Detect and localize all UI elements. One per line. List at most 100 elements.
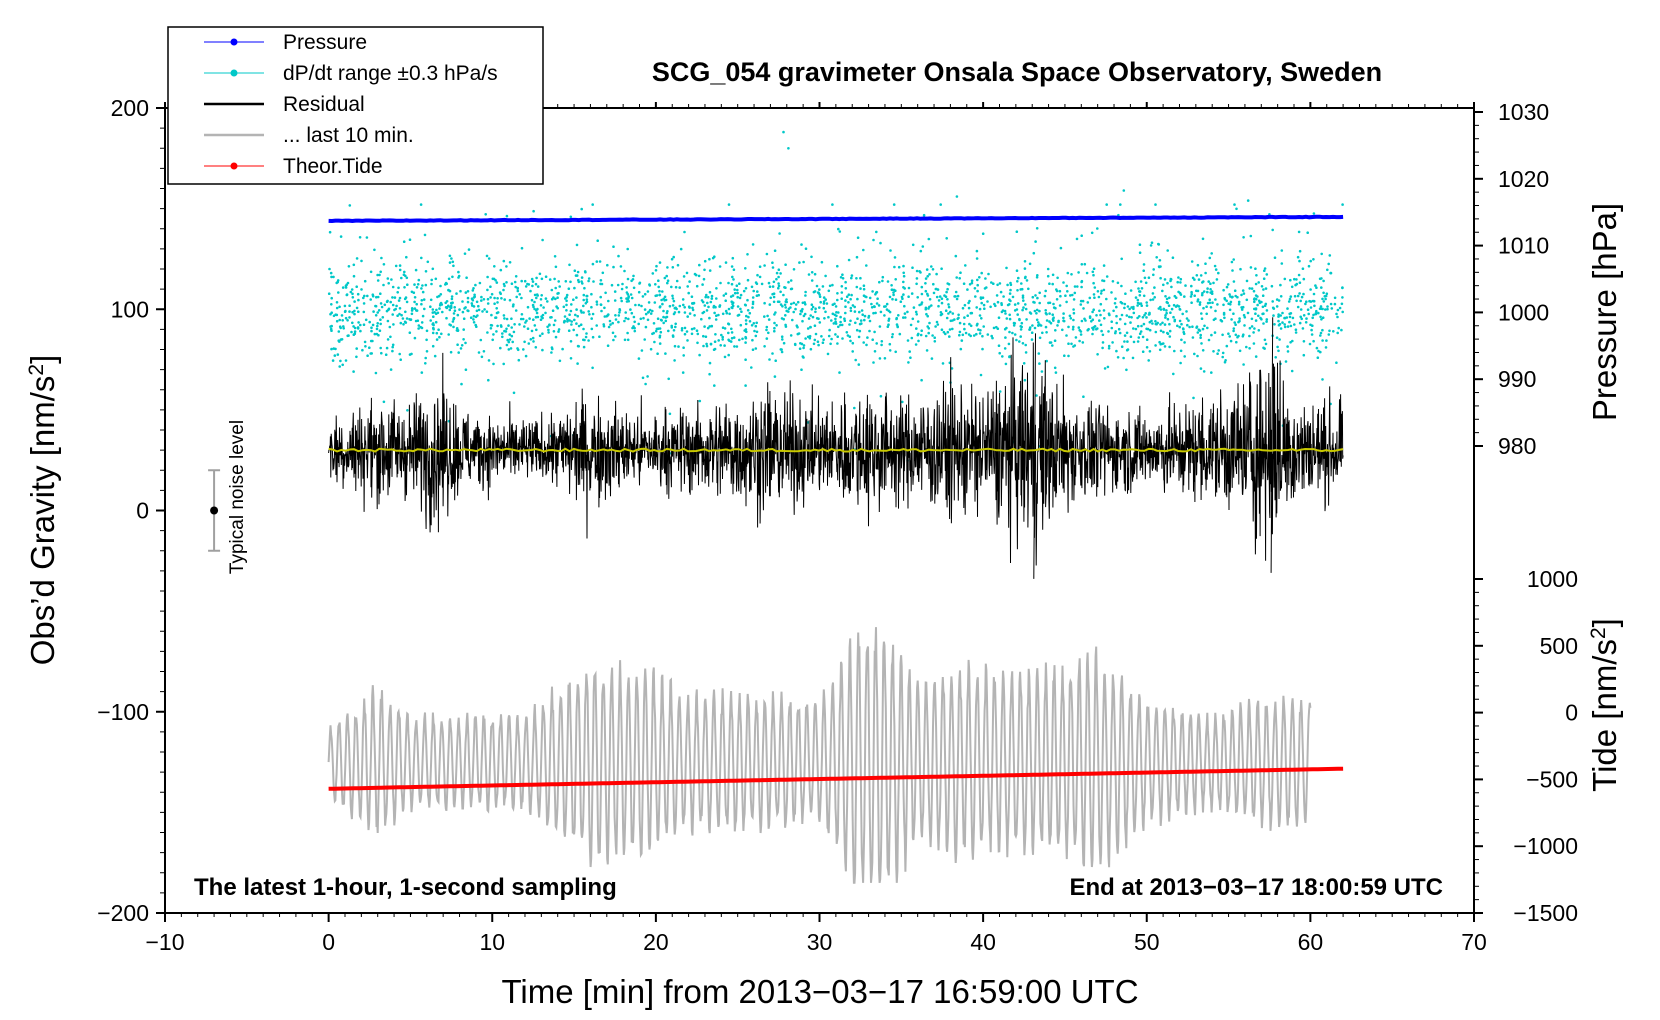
dpdt-point xyxy=(592,280,595,283)
dpdt-point xyxy=(527,283,531,286)
dpdt-point xyxy=(1086,328,1089,332)
dpdt-point xyxy=(708,316,711,320)
dpdt-point xyxy=(352,274,356,278)
dpdt-point xyxy=(596,239,599,242)
dpdt-point xyxy=(785,309,788,313)
dpdt-point xyxy=(478,281,482,285)
dpdt-point xyxy=(379,346,383,350)
dpdt-point xyxy=(838,230,842,233)
dpdt-point xyxy=(668,304,672,308)
dpdt-point xyxy=(489,323,493,327)
dpdt-point xyxy=(862,284,866,288)
dpdt-point xyxy=(673,359,676,362)
dpdt-point xyxy=(631,278,635,281)
dpdt-point xyxy=(621,282,624,286)
dpdt-point xyxy=(1120,345,1124,349)
dpdt-point xyxy=(434,320,438,324)
dpdt-point xyxy=(453,309,457,313)
dpdt-point xyxy=(495,330,498,333)
dpdt-point xyxy=(581,282,584,285)
dpdt-point xyxy=(857,335,861,339)
dpdt-point xyxy=(691,306,694,310)
dpdt-point xyxy=(981,334,984,338)
dpdt-point xyxy=(1041,331,1044,335)
dpdt-point xyxy=(430,278,434,282)
dpdt-point xyxy=(1132,307,1135,311)
dpdt-point xyxy=(916,296,919,299)
dpdt-point xyxy=(1278,322,1282,326)
dpdt-point xyxy=(827,334,831,338)
dpdt-point xyxy=(1178,325,1181,329)
dpdt-point xyxy=(1250,325,1254,328)
dpdt-point xyxy=(575,274,579,277)
dpdt-point xyxy=(389,335,392,339)
dpdt-point xyxy=(713,347,717,351)
dpdt-point xyxy=(886,280,890,283)
dpdt-point xyxy=(632,286,636,290)
dpdt-point xyxy=(1051,273,1055,277)
dpdt-point xyxy=(818,295,822,299)
dpdt-point xyxy=(910,336,914,340)
dpdt-point xyxy=(1021,296,1025,299)
dpdt-point xyxy=(888,342,892,346)
dpdt-point xyxy=(1035,312,1038,315)
dpdt-point xyxy=(701,283,704,286)
dpdt-point xyxy=(1015,269,1019,273)
dpdt-point xyxy=(358,236,362,239)
dpdt-point xyxy=(966,288,969,291)
dpdt-point xyxy=(1178,291,1182,295)
dpdt-point xyxy=(1073,285,1077,288)
dpdt-point xyxy=(1264,342,1268,346)
dpdt-point xyxy=(663,299,666,302)
dpdt-point xyxy=(1291,316,1295,320)
dpdt-point xyxy=(500,325,503,328)
dpdt-point xyxy=(1289,341,1292,344)
dpdt-point xyxy=(924,306,928,310)
dpdt-point xyxy=(1052,306,1056,309)
chart-title: SCG_054 gravimeter Onsala Space Observat… xyxy=(652,57,1382,87)
dpdt-point xyxy=(1322,279,1325,283)
dpdt-point xyxy=(683,332,687,336)
dpdt-point xyxy=(1099,313,1102,317)
dpdt-point xyxy=(1096,227,1099,230)
dpdt-point xyxy=(804,294,807,297)
dpdt-point xyxy=(612,338,615,342)
dpdt-point xyxy=(813,272,817,276)
dpdt-point xyxy=(1086,301,1090,304)
dpdt-point xyxy=(1083,262,1087,266)
dpdt-point xyxy=(575,296,578,299)
dpdt-point xyxy=(690,332,694,336)
dpdt-point xyxy=(681,298,685,301)
dpdt-point xyxy=(591,262,595,266)
dpdt-point xyxy=(405,317,409,320)
dpdt-point xyxy=(1035,227,1039,230)
dpdt-point xyxy=(698,353,701,357)
dpdt-point xyxy=(339,359,342,363)
dpdt-point xyxy=(872,305,876,308)
dpdt-point xyxy=(836,342,839,345)
dpdt-point xyxy=(1289,278,1292,282)
dpdt-point xyxy=(510,317,513,321)
dpdt-point xyxy=(1049,341,1053,344)
dpdt-point xyxy=(536,307,539,311)
dpdt-point xyxy=(535,276,538,280)
dpdt-point xyxy=(641,376,645,380)
dpdt-point xyxy=(327,292,331,296)
dpdt-point xyxy=(758,265,762,269)
dpdt-point xyxy=(1183,355,1186,358)
dpdt-point xyxy=(355,285,359,289)
dpdt-point xyxy=(1317,311,1320,315)
dpdt-point xyxy=(763,301,766,305)
dpdt-point xyxy=(713,311,716,315)
dpdt-point xyxy=(477,304,480,308)
dpdt-point xyxy=(329,327,333,331)
dpdt-point xyxy=(780,335,784,339)
dpdt-point xyxy=(844,280,847,284)
dpdt-point xyxy=(709,342,713,346)
dpdt-point xyxy=(472,287,475,290)
dpdt-point xyxy=(1249,234,1253,238)
dpdt-point xyxy=(662,309,665,313)
dpdt-point xyxy=(1044,325,1048,329)
dpdt-point xyxy=(872,238,875,242)
dpdt-point xyxy=(1195,289,1198,293)
